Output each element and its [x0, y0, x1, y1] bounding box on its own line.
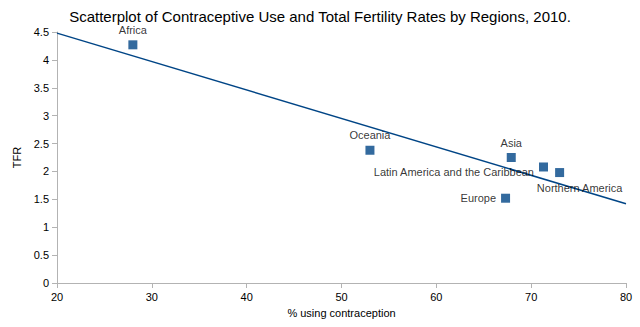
svg-text:Latin America and the Caribbea: Latin America and the Caribbean [374, 166, 534, 178]
svg-text:Scatterplot of Contraceptive U: Scatterplot of Contraceptive Use and Tot… [69, 8, 571, 25]
svg-text:3.5: 3.5 [34, 82, 49, 94]
svg-text:Asia: Asia [501, 137, 523, 149]
svg-text:2: 2 [43, 165, 49, 177]
svg-text:1: 1 [43, 221, 49, 233]
svg-text:Europe: Europe [461, 192, 496, 204]
svg-text:4: 4 [43, 54, 49, 66]
svg-text:0.5: 0.5 [34, 249, 49, 261]
svg-text:70: 70 [525, 291, 537, 303]
svg-text:Northern America: Northern America [537, 182, 623, 194]
svg-text:4.5: 4.5 [34, 26, 49, 38]
svg-text:30: 30 [146, 291, 158, 303]
svg-text:1.5: 1.5 [34, 193, 49, 205]
svg-text:Oceania: Oceania [349, 129, 391, 141]
svg-text:3: 3 [43, 110, 49, 122]
svg-text:Africa: Africa [119, 24, 148, 36]
svg-text:50: 50 [335, 291, 347, 303]
svg-text:% using contraception: % using contraception [287, 307, 395, 319]
svg-text:20: 20 [51, 291, 63, 303]
svg-text:40: 40 [241, 291, 253, 303]
svg-text:60: 60 [430, 291, 442, 303]
svg-text:2.5: 2.5 [34, 138, 49, 150]
svg-text:0: 0 [43, 277, 49, 289]
svg-text:80: 80 [620, 291, 632, 303]
svg-text:TFR: TFR [11, 147, 23, 168]
